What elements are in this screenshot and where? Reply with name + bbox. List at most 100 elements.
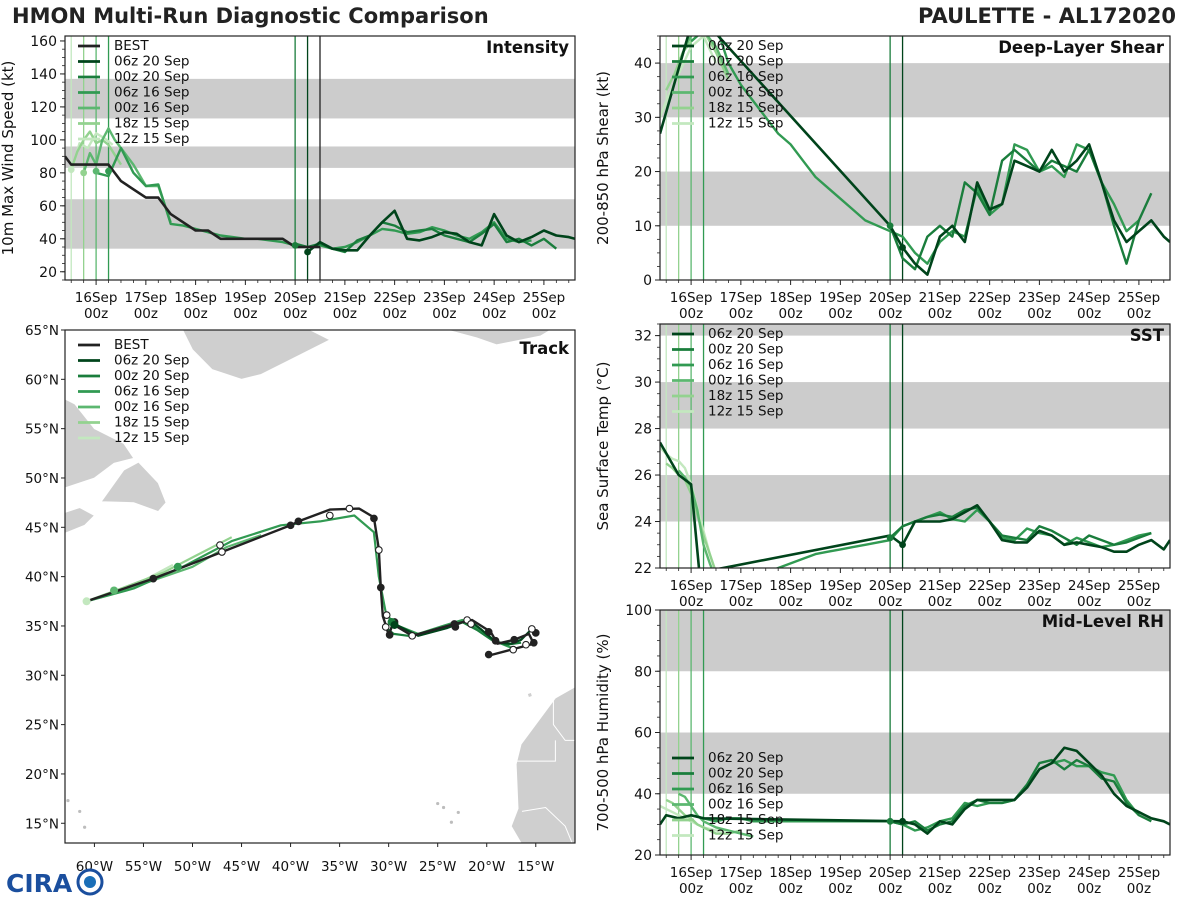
sst-xtick-hour: 00z bbox=[828, 594, 852, 610]
shear-legend-label: 18z 15 Sep bbox=[708, 100, 783, 116]
rh-xtick-hour: 00z bbox=[778, 881, 802, 897]
rh-panel: 2040608010016Sep00z17Sep00z18Sep00z19Sep… bbox=[594, 603, 1171, 897]
sst-xtick-day: 22Sep bbox=[968, 578, 1011, 594]
shear-xtick-day: 25Sep bbox=[1118, 290, 1161, 306]
sst-band bbox=[660, 475, 1170, 522]
shear-legend-label: 06z 20 Sep bbox=[708, 38, 783, 54]
intensity-ytick-label: 40 bbox=[39, 232, 57, 248]
intensity-ytick-label: 120 bbox=[30, 100, 57, 116]
rh-xtick-day: 16Sep bbox=[670, 865, 713, 881]
sst-series-line bbox=[889, 506, 1152, 546]
sst-legend-label: 18z 15 Sep bbox=[708, 388, 783, 404]
sst-ytick-label: 26 bbox=[634, 468, 652, 484]
intensity-panel: 2040608010012014016016Sep00z17Sep00z18Se… bbox=[0, 34, 576, 322]
rh-ytick-label: 40 bbox=[634, 787, 652, 803]
rh-series-line bbox=[690, 758, 1140, 832]
intensity-ylabel: 10m Max Wind Speed (kt) bbox=[0, 61, 17, 256]
intensity-xtick-hour: 00z bbox=[283, 306, 307, 322]
sst-title: SST bbox=[1130, 326, 1165, 345]
track-xtick-label: 30°W bbox=[370, 859, 407, 875]
sst-band bbox=[660, 324, 1170, 336]
storm-title: PAULETTE - AL172020 bbox=[918, 4, 1176, 28]
track-xtick-label: 25°W bbox=[419, 859, 456, 875]
sst-series-line bbox=[660, 441, 1170, 568]
shear-legend-label: 06z 16 Sep bbox=[708, 69, 783, 85]
track-run-start-point bbox=[390, 620, 399, 629]
intensity-xtick-day: 22Sep bbox=[373, 290, 416, 306]
land-africa bbox=[510, 619, 575, 843]
rh-plot-area bbox=[660, 610, 1170, 855]
shear-legend-label: 12z 15 Sep bbox=[708, 116, 783, 132]
border-line bbox=[516, 740, 556, 762]
shear-xtick-hour: 00z bbox=[1027, 306, 1051, 322]
sst-xtick-day: 16Sep bbox=[670, 578, 713, 594]
shear-ytick-label: 30 bbox=[634, 110, 652, 126]
track-ytick-label: 35°N bbox=[25, 619, 59, 635]
shear-plot-area bbox=[660, 36, 1170, 280]
intensity-init-marker bbox=[92, 167, 100, 175]
rh-series-line bbox=[678, 792, 754, 838]
track-xtick-label: 40°W bbox=[272, 859, 309, 875]
sst-xtick-day: 23Sep bbox=[1018, 578, 1061, 594]
track-best-point bbox=[491, 636, 500, 645]
track-run-start-point bbox=[82, 597, 91, 606]
track-best-point bbox=[408, 631, 417, 640]
land-nova-scotia bbox=[65, 507, 96, 534]
intensity-xtick-day: 24Sep bbox=[473, 290, 516, 306]
track-ytick-label: 65°N bbox=[25, 323, 59, 339]
track-panel: 15°N 20°N 25°N 30°N 35°N 40°N 45°N 50°N 55°N 60°N… bbox=[25, 323, 576, 875]
shear-xtick-hour: 00z bbox=[729, 306, 753, 322]
shear-ylabel: 200-850 hPa Shear (kt) bbox=[594, 71, 612, 245]
rh-init-marker bbox=[899, 817, 906, 825]
track-frame bbox=[64, 329, 576, 844]
track-best-point bbox=[374, 546, 383, 554]
sst-legend-label: 00z 16 Sep bbox=[708, 373, 783, 389]
track-legend-label: 06z 20 Sep bbox=[114, 353, 189, 369]
track-ytick-label: 25°N bbox=[25, 718, 59, 734]
intensity-legend-label: 00z 16 Sep bbox=[114, 100, 189, 116]
rh-series-line bbox=[665, 798, 742, 835]
intensity-legend-label: 12z 15 Sep bbox=[114, 131, 189, 147]
track-best-point bbox=[218, 548, 226, 556]
shear-band bbox=[660, 171, 1170, 226]
rh-xtick-day: 18Sep bbox=[769, 865, 812, 881]
shear-xtick-day: 24Sep bbox=[1068, 290, 1111, 306]
track-best-point bbox=[484, 628, 493, 636]
intensity-init-marker bbox=[67, 166, 75, 173]
intensity-ytick-label: 160 bbox=[30, 34, 57, 50]
intensity-ytick-label: 140 bbox=[30, 67, 57, 83]
shear-init-marker bbox=[899, 244, 906, 251]
shear-ytick-label: 40 bbox=[634, 56, 652, 72]
track-best-point bbox=[529, 638, 538, 647]
sst-xtick-hour: 00z bbox=[679, 594, 703, 610]
intensity-xtick-day: 23Sep bbox=[423, 290, 466, 306]
sst-ytick-label: 22 bbox=[634, 561, 652, 577]
land-iberia bbox=[573, 576, 575, 607]
rh-xtick-day: 21Sep bbox=[919, 865, 962, 881]
rh-legend-label: 12z 15 Sep bbox=[708, 828, 783, 844]
track-best-point bbox=[509, 645, 518, 654]
shear-ytick-label: 0 bbox=[643, 273, 652, 289]
land-iceland bbox=[447, 330, 551, 346]
intensity-xtick-hour: 00z bbox=[134, 306, 158, 322]
shear-xtick-hour: 00z bbox=[928, 306, 952, 322]
rh-legend-label: 06z 20 Sep bbox=[708, 750, 783, 766]
land-cape-verde bbox=[449, 820, 454, 824]
intensity-legend-label: 06z 20 Sep bbox=[114, 54, 189, 70]
intensity-title: Intensity bbox=[486, 38, 569, 57]
track-legend-label: 12z 15 Sep bbox=[114, 430, 189, 446]
track-ytick-label: 15°N bbox=[25, 816, 59, 832]
rh-xtick-hour: 00z bbox=[978, 881, 1002, 897]
sst-ytick-label: 32 bbox=[634, 329, 652, 345]
sst-ytick-label: 30 bbox=[634, 375, 652, 391]
sst-init-marker bbox=[886, 534, 894, 542]
rh-ytick-label: 80 bbox=[634, 664, 652, 680]
intensity-ytick-label: 80 bbox=[39, 166, 57, 182]
shear-xtick-day: 20Sep bbox=[869, 290, 912, 306]
sst-xtick-hour: 00z bbox=[878, 594, 902, 610]
sst-ytick-label: 24 bbox=[634, 515, 652, 531]
rh-title: Mid-Level RH bbox=[1042, 612, 1164, 631]
track-legend-label: 06z 16 Sep bbox=[114, 384, 189, 400]
shear-legend-label: 00z 16 Sep bbox=[708, 85, 783, 101]
